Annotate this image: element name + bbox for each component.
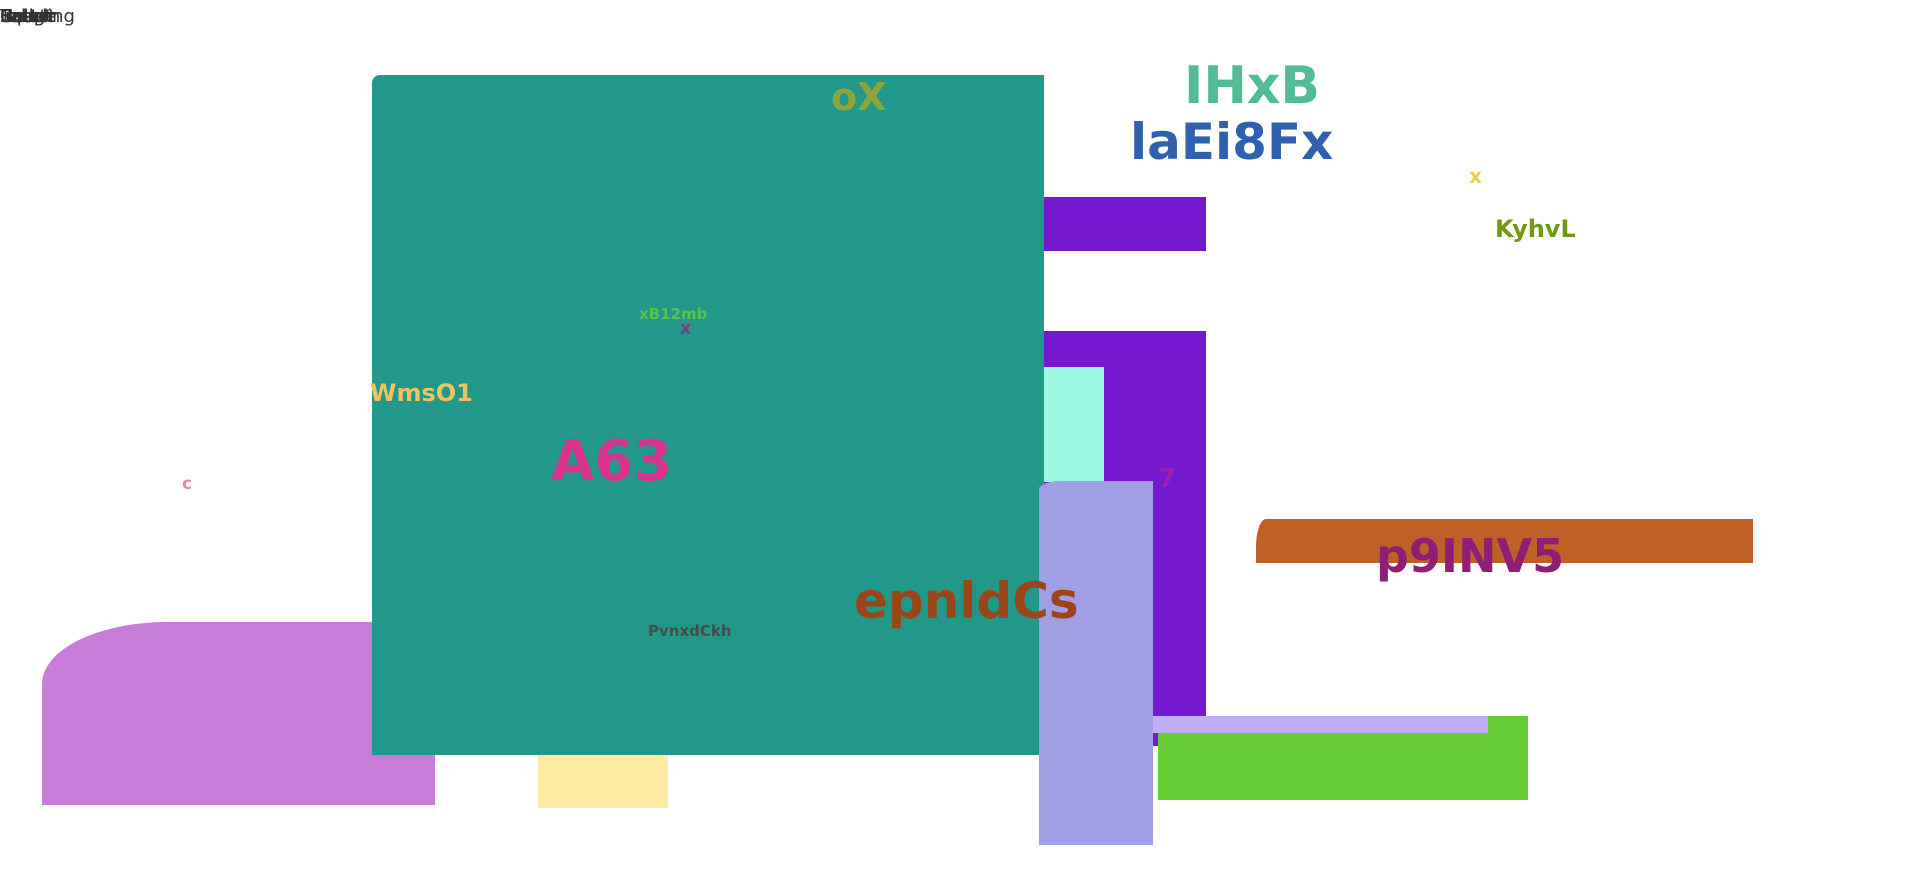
teal-panel — [372, 75, 1044, 755]
label-a63: A63 — [551, 429, 673, 494]
overlap-label-heading: Heading — [0, 6, 75, 27]
overlap-label-image: Image — [0, 6, 57, 27]
overlap-label-cell: Cell — [0, 6, 34, 27]
label-ox: oX — [831, 75, 887, 119]
overlap-label-input: Input — [0, 6, 47, 27]
label-pvnxdckh: PvnxdCkh — [648, 622, 732, 640]
label-kyhvl: KyhvL — [1495, 215, 1576, 243]
violet-bar-top — [1040, 197, 1206, 251]
label-ihxb: IHxB — [1184, 56, 1321, 116]
label-xb12mb: xB12mb — [639, 305, 708, 323]
label-wmso1: WmsO1 — [370, 379, 473, 407]
label-x-purple: x — [680, 318, 692, 339]
label-c-pink: c — [182, 474, 193, 494]
overlap-label-script: Script — [0, 6, 53, 27]
mint-block — [1040, 367, 1104, 482]
periwinkle-pillar — [1039, 481, 1153, 845]
orange-bar — [1256, 519, 1753, 563]
label-p9inv5: p9INV5 — [1376, 529, 1565, 583]
label-x-yellow: x — [1469, 164, 1482, 188]
overlap-label-label: Label — [0, 6, 49, 27]
label-seven: 7 — [1158, 464, 1177, 494]
lavender-strip — [1148, 716, 1488, 733]
overlap-label-text: Text — [0, 6, 37, 27]
overlap-label-button: Button — [0, 6, 61, 27]
label-epnldcs: epnldCs — [854, 572, 1079, 630]
orchid-rounded-block — [42, 622, 435, 805]
overlap-label-select: Select — [0, 6, 56, 27]
label-laei8fx: laEi8Fx — [1130, 113, 1334, 171]
